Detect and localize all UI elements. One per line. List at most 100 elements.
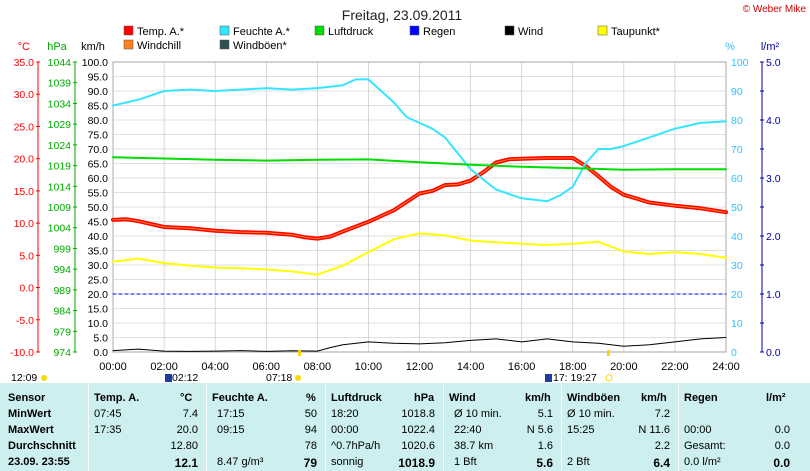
legend-swatch — [314, 25, 325, 36]
hum-tick-label: 60 — [731, 173, 743, 185]
wind-tick-label: 85.0 — [88, 101, 109, 113]
table-cell-gust_b: 2.2 — [654, 440, 670, 452]
wind-tick-label: 20.0 — [88, 289, 109, 301]
table-cell-temp_time: 07:45 — [94, 408, 122, 420]
table-cell-gust_a: 2 Bft — [567, 456, 590, 468]
wind-tick-label: 5.0 — [93, 333, 108, 345]
table-cell-hum_val: 78 — [304, 440, 317, 452]
temp-unit-label: °C — [18, 41, 30, 53]
hum-tick-label: 30 — [731, 260, 743, 272]
press-tick-label: 1019 — [48, 161, 72, 173]
legend-label: Taupunkt* — [611, 26, 661, 38]
chart-title: Freitag, 23.09.2011 — [342, 7, 463, 23]
table-cell-press_time: ^0.7hPa/h — [331, 440, 381, 452]
wind-tick-label: 65.0 — [88, 159, 109, 171]
rain-tick-label: 1.0 — [766, 289, 781, 301]
rain-tick-label: 3.0 — [766, 173, 781, 185]
header-gust-unit: km/h — [641, 392, 667, 404]
table-cell-wind_b: 5.1 — [537, 408, 553, 420]
axis-units: °C hPa km/h % l/m² — [18, 41, 780, 53]
table-cell-label: 23.09. 23:55 — [8, 456, 70, 468]
press-tick-label: 984 — [53, 306, 71, 318]
header-press: Luftdruck — [331, 392, 382, 404]
table-cell-wind_a: Ø 10 min. — [454, 408, 502, 420]
temp-tick-label: 20.0 — [14, 154, 35, 166]
hum-tick-label: 100 — [731, 57, 749, 69]
x-tick-label: 08:00 — [304, 361, 332, 373]
legend-swatch — [409, 25, 420, 36]
moon-marker — [545, 374, 552, 382]
wind-tick-label: 50.0 — [88, 202, 109, 214]
press-tick-label: 974 — [53, 347, 71, 359]
table-cell-hum_time: 8.47 g/m³ — [217, 456, 264, 468]
legend-label: Windböen* — [233, 40, 288, 52]
rain-tick-label: 5.0 — [766, 57, 781, 69]
table-cell-rain_b: 0.0 — [774, 424, 790, 436]
legend-swatch — [597, 25, 608, 36]
header-rain: Regen — [684, 392, 718, 404]
table-cell-temp_val: 20.0 — [176, 424, 198, 436]
x-tick-label: 10:00 — [355, 361, 383, 373]
table-cell-label: Durchschnitt — [8, 440, 76, 452]
wind-tick-label: 70.0 — [88, 144, 109, 156]
temp-tick-label: 35.0 — [14, 57, 35, 69]
press-tick-label: 1034 — [48, 98, 72, 110]
wind-tick-label: 35.0 — [88, 246, 109, 258]
header-hum: Feuchte A. — [212, 392, 268, 404]
hum-tick-label: 40 — [731, 231, 743, 243]
table-cell-wind_b: 1.6 — [537, 440, 553, 452]
table-cell-rain_b: 0.0 — [773, 456, 790, 470]
table-cell-temp_time: 17:35 — [94, 424, 122, 436]
table-cell-press_time: 00:00 — [331, 424, 359, 436]
table-cell-temp_val: 7.4 — [182, 408, 198, 420]
table-cell-press_val: 1022.4 — [401, 424, 435, 436]
hum-unit-label: % — [725, 41, 735, 53]
rain-unit-label: l/m² — [761, 41, 780, 53]
header-temp-unit: °C — [180, 392, 193, 404]
wind-tick-label: 10.0 — [88, 318, 109, 330]
wind-tick-label: 25.0 — [88, 275, 109, 287]
temp-tick-label: 10.0 — [14, 218, 35, 230]
press-tick-label: 989 — [53, 285, 71, 297]
series-line — [112, 156, 727, 171]
series-line — [112, 337, 727, 352]
table-cell-gust_b: 7.2 — [654, 408, 670, 420]
header-press-unit: hPa — [414, 392, 435, 404]
table-cell-hum_time: 17:15 — [217, 408, 245, 420]
wind-tick-label: 40.0 — [88, 231, 109, 243]
temp-tick-label: 0.0 — [19, 283, 34, 295]
wind-unit-label: km/h — [81, 41, 105, 53]
windchill-line — [112, 157, 727, 240]
table-cell-wind_b: N 5.6 — [526, 424, 553, 436]
wind-tick-label: 75.0 — [88, 130, 109, 142]
table-cell-wind_a: 22:40 — [454, 424, 482, 436]
x-tick-label: 02:00 — [150, 361, 178, 373]
table-cell-gust_a: Ø 10 min. — [567, 408, 615, 420]
x-tick-label: 00:00 — [99, 361, 127, 373]
table-cell-press_val: 1020.6 — [401, 440, 435, 452]
wind-tick-label: 0.0 — [93, 347, 108, 359]
temp-tick-label: 30.0 — [14, 89, 35, 101]
x-tick-label: 24:00 — [712, 361, 740, 373]
x-tick-label: 18:00 — [559, 361, 587, 373]
wind-tick-label: 95.0 — [88, 72, 109, 84]
press-tick-label: 1024 — [48, 140, 72, 152]
legend-swatch — [123, 25, 134, 36]
hum-tick-label: 70 — [731, 144, 743, 156]
plot-area: 00:00 02:00 04:00 06:00 08:00 10:00 12:00 14:00… — [10, 57, 781, 373]
header-rain-unit: l/m² — [766, 392, 786, 404]
moon-marker — [165, 374, 172, 382]
table-cell-temp_val: 12.1 — [174, 456, 198, 470]
legend-swatch — [504, 25, 515, 36]
header-temp: Temp. A. — [94, 392, 140, 404]
stats-table: Sensor Temp. A. °C Feuchte A. % Luftdruc… — [0, 383, 810, 471]
weather-chart: Freitag, 23.09.2011 © Weber Mike Temp. A… — [10, 4, 806, 383]
wind-tick-label: 30.0 — [88, 260, 109, 272]
press-tick-label: 1029 — [48, 119, 72, 131]
legend-swatch — [123, 39, 134, 50]
press-tick-label: 1014 — [48, 181, 72, 193]
hum-tick-label: 0 — [731, 347, 737, 359]
wind-tick-label: 100.0 — [82, 57, 108, 69]
sunrise-tick — [298, 350, 301, 356]
rain-tick-label: 2.0 — [766, 231, 781, 243]
